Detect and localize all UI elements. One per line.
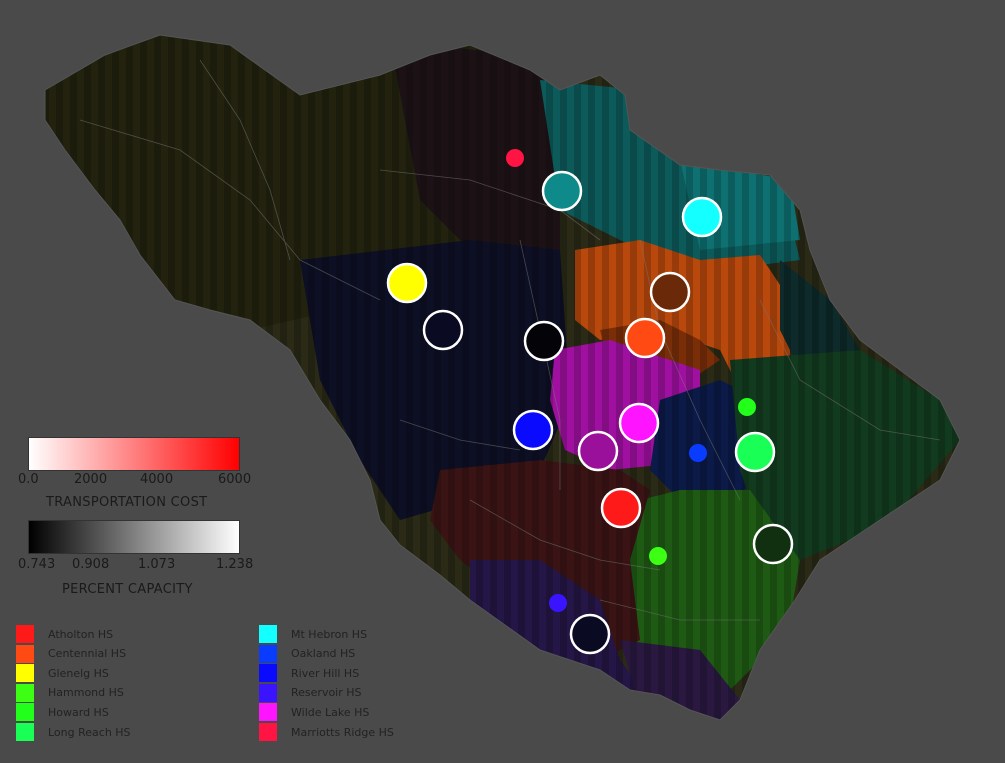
capacity-tick-3: 1.238 <box>216 557 254 572</box>
legend-label: Reservoir HS <box>291 686 362 700</box>
legend-item: Hammond HS <box>16 683 124 702</box>
school-marker <box>689 444 707 462</box>
school-marker <box>618 402 660 444</box>
legend-item: Centennial HS <box>16 644 127 663</box>
legend-label: Long Reach HS <box>48 725 131 739</box>
legend-label: Hammond HS <box>48 686 124 700</box>
cost-tick-0: 0.0 <box>18 472 39 487</box>
legend-label: Centennial HS <box>48 647 127 661</box>
legend-item: Marriotts Ridge HS <box>259 723 394 741</box>
legend-swatch <box>16 723 34 741</box>
school-marker <box>681 196 723 238</box>
school-marker <box>577 430 619 472</box>
school-marker <box>752 523 794 565</box>
legend-label: Mt Hebron HS <box>291 627 368 641</box>
legend-swatch <box>16 683 34 702</box>
legend-item: Long Reach HS <box>16 723 131 741</box>
legend-swatch <box>259 625 277 643</box>
percent-capacity-gradient <box>28 520 240 554</box>
cost-tick-1: 2000 <box>74 472 108 487</box>
legend-item: Howard HS <box>16 703 109 722</box>
school-marker <box>734 431 776 473</box>
legend-swatch <box>16 703 34 722</box>
transportation-cost-gradient <box>28 437 240 471</box>
school-marker <box>523 320 565 362</box>
legend-label: Glenelg HS <box>48 666 109 680</box>
legend-label: Atholton HS <box>48 627 114 641</box>
school-marker <box>624 317 666 359</box>
capacity-tick-2: 1.073 <box>138 557 176 572</box>
percent-capacity-title: PERCENT CAPACITY <box>62 582 193 597</box>
school-marker <box>649 271 691 313</box>
legend-swatch <box>259 644 277 663</box>
legend-swatch <box>16 644 34 663</box>
legend-swatch <box>259 723 277 741</box>
cost-tick-2: 4000 <box>140 472 174 487</box>
transportation-cost-title: TRANSPORTATION COST <box>46 495 208 510</box>
school-marker <box>600 487 642 529</box>
cost-tick-3: 6000 <box>218 472 252 487</box>
school-marker <box>549 594 567 612</box>
school-marker <box>422 309 464 351</box>
capacity-tick-0: 0.743 <box>18 557 56 572</box>
legend-swatch <box>259 683 277 702</box>
capacity-tick-1: 0.908 <box>72 557 110 572</box>
school-marker <box>649 547 667 565</box>
legend-item: Oakland HS <box>259 644 356 663</box>
legend-item: Wilde Lake HS <box>259 703 370 722</box>
legend-swatch <box>259 664 277 683</box>
legend-label: Marriotts Ridge HS <box>291 725 394 739</box>
legend-item: Glenelg HS <box>16 664 109 683</box>
legend-swatch <box>16 664 34 683</box>
legend-swatch <box>16 625 34 643</box>
legend-item: Mt Hebron HS <box>259 625 367 643</box>
legend-item: River Hill HS <box>259 664 360 683</box>
school-marker <box>569 613 611 655</box>
school-markers <box>386 149 794 655</box>
legend-item: Atholton HS <box>16 625 113 643</box>
legend-item: Reservoir HS <box>259 683 362 702</box>
school-marker <box>541 170 583 212</box>
school-marker <box>386 262 428 304</box>
school-marker <box>738 398 756 416</box>
school-marker <box>512 409 554 451</box>
legend-swatch <box>259 703 277 722</box>
legend-label: Howard HS <box>48 705 109 719</box>
legend-label: Oakland HS <box>291 647 356 661</box>
school-marker <box>506 149 524 167</box>
legend-label: River Hill HS <box>291 666 360 680</box>
legend-label: Wilde Lake HS <box>291 705 370 719</box>
